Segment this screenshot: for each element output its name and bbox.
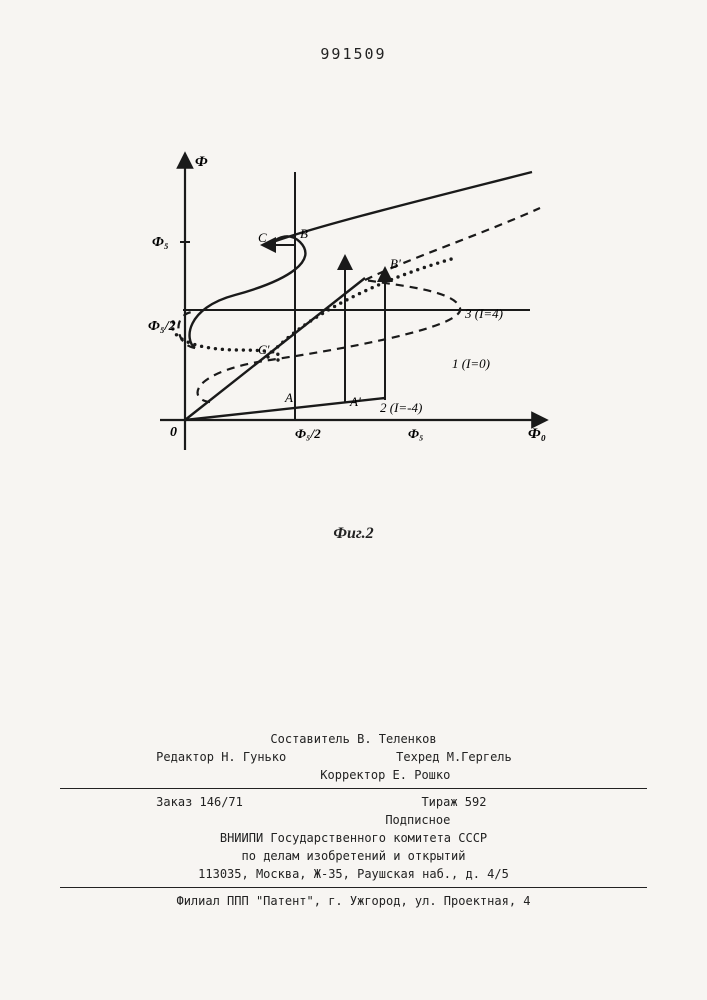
order-no: Заказ 146/71 bbox=[156, 793, 350, 811]
pt-C: C bbox=[258, 230, 267, 245]
x-axis-label: Ф₀ bbox=[528, 426, 546, 442]
ytick-phi-s: Ф₅ bbox=[152, 235, 169, 250]
xtick-phi-s: Ф₅ bbox=[408, 426, 424, 441]
colophon: Составитель В. Теленков Редактор Н. Гунь… bbox=[60, 730, 647, 910]
tech-editor: Техред М.Гергель bbox=[357, 748, 551, 766]
y-axis-label: Ф bbox=[195, 154, 208, 170]
curve-3-dashed bbox=[198, 208, 540, 402]
org-line-2: по делам изобретений и открытий bbox=[60, 847, 647, 865]
document-number: 991509 bbox=[0, 45, 707, 63]
address-1: 113035, Москва, Ж-35, Раушская наб., д. … bbox=[60, 865, 647, 883]
curve-1-solid bbox=[190, 172, 532, 348]
xtick-phi-s2: Ф₅/2 bbox=[295, 426, 321, 441]
pt-Aprime: A' bbox=[349, 394, 361, 409]
org-line-1: ВНИИПИ Государственного комитета СССР bbox=[60, 829, 647, 847]
compiler-line: Составитель В. Теленков bbox=[60, 730, 647, 748]
pt-B: B bbox=[300, 226, 308, 241]
label-curve-2: 2 (I=-4) bbox=[380, 400, 422, 415]
pt-Cprime: C' bbox=[258, 342, 270, 357]
signed: Подписное bbox=[257, 811, 451, 829]
ytick-phi-s2: Ф₅/2 bbox=[148, 319, 176, 334]
editor: Редактор Н. Гунько bbox=[156, 748, 350, 766]
corrector: Корректор Е. Рошко bbox=[257, 766, 451, 784]
figure-caption: Фиг.2 bbox=[0, 525, 707, 543]
figure-2: Ф Ф₀ 0 Ф₅ Ф₅/2 Ф₅/2 Ф₅ 1 (I=0) 3 (I=4) 2… bbox=[140, 150, 560, 510]
pt-A: A bbox=[284, 390, 293, 405]
tirazh: Тираж 592 bbox=[357, 793, 551, 811]
origin-label: 0 bbox=[170, 425, 177, 440]
address-2: Филиал ППП "Патент", г. Ужгород, ул. Про… bbox=[60, 892, 647, 910]
label-curve-3: 3 (I=4) bbox=[464, 306, 503, 321]
pt-Bprime: B' bbox=[390, 256, 401, 271]
label-curve-1: 1 (I=0) bbox=[452, 356, 490, 371]
